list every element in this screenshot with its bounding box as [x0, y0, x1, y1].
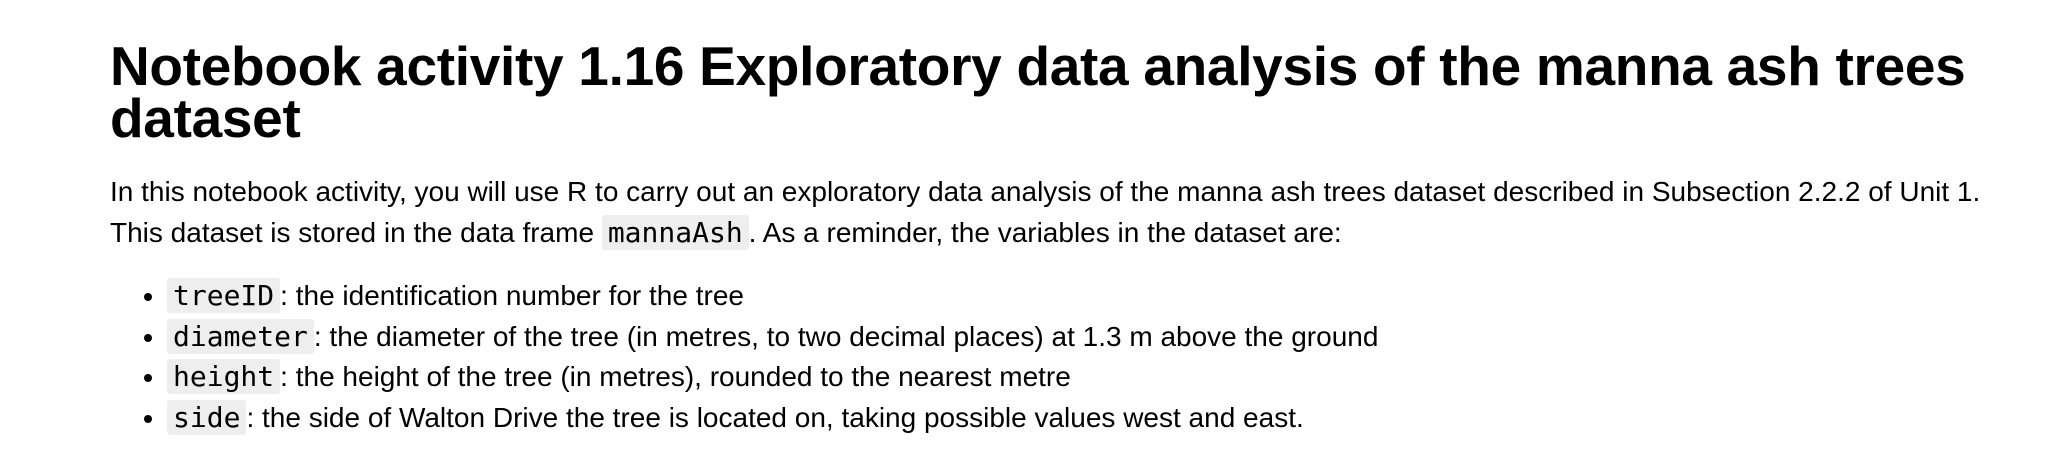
variable-description: : the identification number for the tree	[280, 280, 744, 311]
intro-text-after: . As a reminder, the variables in the da…	[748, 217, 1342, 248]
list-item: diameter: the diameter of the tree (in m…	[167, 317, 2030, 358]
list-item: treeID: the identification number for th…	[167, 276, 2030, 317]
variable-name: side	[167, 399, 247, 435]
variable-name: diameter	[167, 318, 314, 354]
intro-text-before: In this notebook activity, you will use …	[110, 176, 1981, 248]
markdown-cell: Notebook activity 1.16 Exploratory data …	[110, 35, 2030, 438]
variable-name: height	[167, 359, 281, 394]
intro-paragraph: In this notebook activity, you will use …	[110, 171, 2030, 253]
variable-description: : the height of the tree (in metres), ro…	[280, 361, 1071, 392]
list-item: height: the height of the tree (in metre…	[167, 357, 2030, 398]
page-title: Notebook activity 1.16 Exploratory data …	[110, 35, 1966, 149]
variable-list: treeID: the identification number for th…	[110, 276, 2030, 438]
variable-name: treeID	[167, 278, 281, 313]
variable-description: : the diameter of the tree (in metres, t…	[313, 320, 1379, 352]
list-item: side: the side of Walton Drive the tree …	[167, 398, 2030, 439]
variable-description: : the side of Walton Drive the tree is l…	[246, 401, 1304, 433]
inline-code-dataframe: mannaAsh	[601, 215, 749, 250]
